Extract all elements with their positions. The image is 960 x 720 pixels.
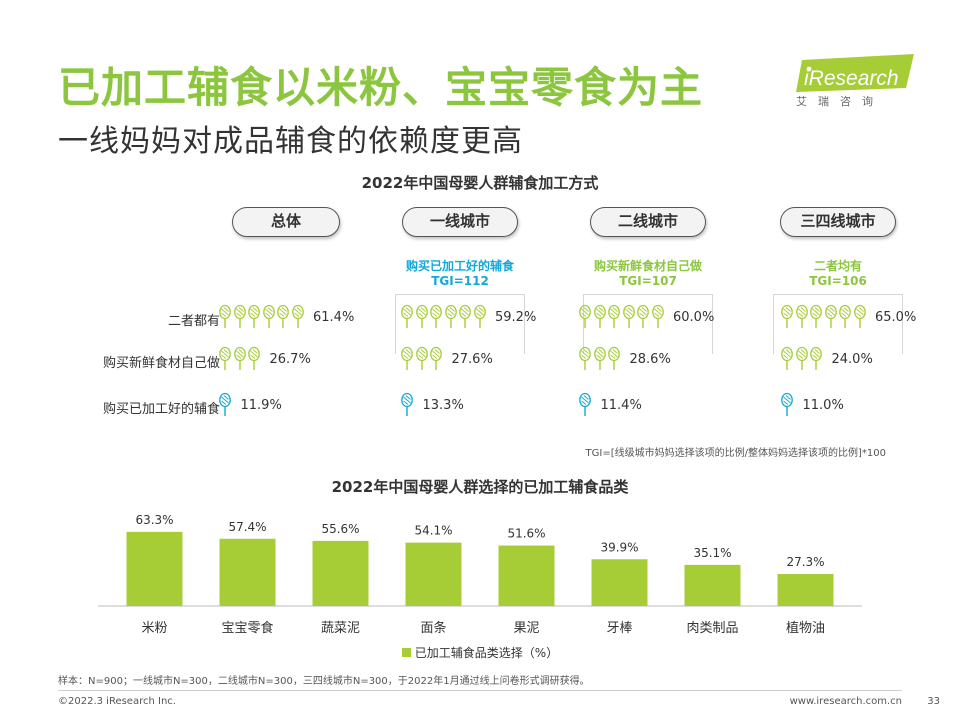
segment-value: 27.6%	[451, 352, 493, 367]
segment-value: 11.9%	[240, 398, 282, 413]
x-tick-label: 面条	[420, 620, 446, 636]
x-tick-label: 蔬菜泥	[321, 621, 360, 636]
logo-mark: iResearch	[796, 54, 914, 92]
tgi-note: TGI=[线级城市妈妈选择该项的比例/整体妈妈选择该项的比例]*100	[585, 448, 886, 459]
bar	[684, 564, 741, 606]
x-tick-label: 米粉	[141, 621, 167, 636]
segment-pill: 三四线城市	[780, 207, 896, 237]
row-label: 购买新鲜食材自己做	[102, 356, 220, 371]
bar-value-label: 51.6%	[507, 527, 545, 541]
bar-value-label: 35.1%	[693, 546, 731, 560]
iresearch-logo: iResearch	[790, 52, 920, 108]
icon-row	[578, 392, 593, 418]
bar	[591, 559, 648, 606]
bar-legend: 已加工辅食品类选择（%）	[0, 644, 960, 661]
bar	[312, 540, 369, 606]
row-label: 二者都有	[167, 314, 220, 329]
bar	[777, 574, 834, 606]
bar	[405, 542, 462, 606]
segment-value: 24.0%	[831, 352, 873, 367]
icon-row	[780, 392, 795, 418]
highlight-bracket	[773, 294, 903, 354]
highlight-tgi: TGI=112	[431, 274, 489, 288]
bar-value-label: 27.3%	[786, 555, 824, 569]
icon-row	[218, 304, 305, 330]
segment-highlight: 购买已加工好的辅食 TGI=112	[380, 259, 540, 289]
segment-pill: 二线城市	[590, 207, 706, 237]
segment-pill: 一线城市	[402, 207, 518, 237]
highlight-bracket	[583, 294, 713, 354]
bar	[498, 545, 555, 606]
icon-row	[400, 304, 487, 330]
x-tick-label: 宝宝零食	[221, 620, 273, 636]
x-tick-label: 果泥	[513, 621, 539, 636]
row-label: 购买已加工好的辅食	[102, 402, 220, 417]
icon-row	[218, 346, 262, 372]
icon-row	[780, 346, 824, 372]
bar-value-label: 39.9%	[600, 540, 638, 554]
icon-row	[780, 304, 867, 330]
segment-highlight: 购买新鲜食材自己做 TGI=107	[568, 259, 728, 289]
legend-label: 已加工辅食品类选择（%）	[414, 646, 559, 660]
segment-value: 26.7%	[269, 352, 311, 367]
bar	[219, 538, 276, 606]
page-title: 已加工辅食以米粉、宝宝零食为主	[58, 63, 704, 112]
logo-text: iResearch	[804, 67, 899, 90]
segment-value: 60.0%	[673, 310, 715, 325]
website-url: www.iresearch.com.cn	[789, 696, 902, 707]
bar-chart: 63.3% 米粉 57.4% 宝宝零食 55.6% 蔬菜泥 54.1% 面条 51.6% 果泥 39…	[98, 513, 862, 636]
icon-row	[578, 304, 665, 330]
page-number: 33	[927, 696, 940, 707]
icon-row	[400, 346, 444, 372]
icon-row	[218, 392, 233, 418]
highlight-label: 购买新鲜食材自己做	[593, 259, 702, 273]
highlight-tgi: TGI=107	[619, 274, 677, 288]
bar-value-label: 54.1%	[414, 524, 452, 538]
x-tick-label: 植物油	[786, 621, 825, 636]
segment-highlight: 二者均有 TGI=106	[758, 259, 918, 289]
bar-chart-title: 2022年中国母婴人群选择的已加工辅食品类	[331, 478, 629, 496]
bar-value-label: 55.6%	[321, 522, 359, 536]
segment-value: 11.0%	[802, 398, 844, 413]
segment-chart-title: 2022年中国母婴人群辅食加工方式	[361, 174, 599, 192]
highlight-label: 购买已加工好的辅食	[405, 259, 514, 273]
highlight-bracket	[395, 294, 525, 354]
segment-value: 59.2%	[495, 310, 537, 325]
bar	[126, 531, 183, 606]
segment-pill: 总体	[232, 207, 340, 237]
bar-value-label: 63.3%	[135, 513, 173, 527]
bar-value-label: 57.4%	[228, 520, 266, 534]
segment-value: 28.6%	[629, 352, 671, 367]
highlight-label: 二者均有	[813, 259, 862, 273]
logo-subtitle: 艾瑞咨询	[796, 95, 884, 108]
x-tick-label: 肉类制品	[686, 621, 738, 636]
copyright: ©2022.3 iResearch Inc.	[58, 696, 176, 707]
legend-swatch	[401, 648, 411, 657]
segment-value: 13.3%	[422, 398, 464, 413]
icon-row	[578, 346, 622, 372]
sample-note: 样本：N=900；一线城市N=300，二线城市N=300，三四线城市N=300，…	[58, 676, 590, 687]
segment-value: 61.4%	[313, 310, 355, 325]
segment-value: 65.0%	[875, 310, 917, 325]
segment-value: 11.4%	[600, 398, 642, 413]
x-tick-label: 牙棒	[606, 621, 632, 636]
highlight-tgi: TGI=106	[809, 274, 867, 288]
footer-divider	[58, 690, 902, 691]
icon-row	[400, 392, 415, 418]
page-subtitle: 一线妈妈对成品辅食的依赖度更高	[58, 124, 523, 159]
